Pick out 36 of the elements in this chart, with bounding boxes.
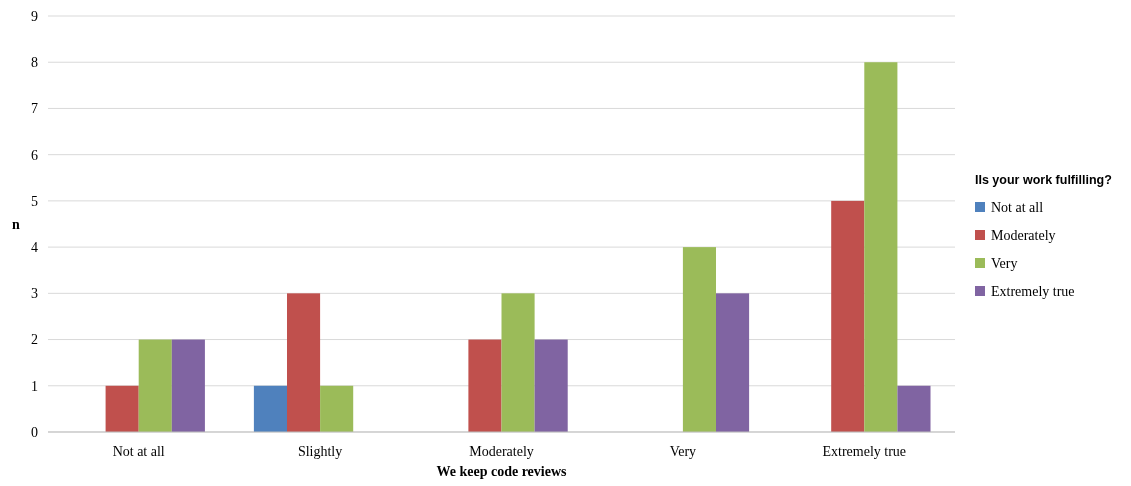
y-tick-label: 0 [31,424,38,440]
x-tick-label: Extremely true [822,444,907,459]
bar [716,293,750,432]
y-tick-label: 8 [31,55,38,71]
legend-label: Very [991,256,1018,271]
y-tick-label: 6 [31,147,38,163]
bar [171,339,205,432]
bar [105,385,139,432]
y-tick-label: 7 [31,101,38,117]
x-tick-label: Very [669,444,697,459]
bar [864,62,898,432]
bar [253,385,287,432]
bar [831,200,865,432]
bar [897,385,931,432]
y-tick-label: 2 [31,332,38,348]
bar [138,339,172,432]
bar [534,339,568,432]
bar [501,293,535,432]
bar [468,339,502,432]
y-tick-label: 9 [31,8,38,24]
bar [682,247,717,432]
y-tick-label: 3 [31,286,38,302]
y-axis-title: n [12,216,21,232]
legend-label: Not at all [991,200,1044,215]
legend-label: Moderately [991,228,1056,243]
x-tick-label: Not at all [112,444,165,459]
x-axis-title: We keep code reviews [436,464,568,479]
y-tick-label: 1 [31,378,38,394]
bar [320,385,354,432]
x-tick-label: Moderately [469,444,534,459]
y-tick-label: 4 [31,240,38,256]
legend-label: Extremely true [991,284,1075,299]
legend-title: IIs your work fulfilling? [975,173,1112,187]
x-tick-label: Slightly [297,444,343,459]
y-tick-label: 5 [31,193,38,209]
bar [287,293,321,432]
